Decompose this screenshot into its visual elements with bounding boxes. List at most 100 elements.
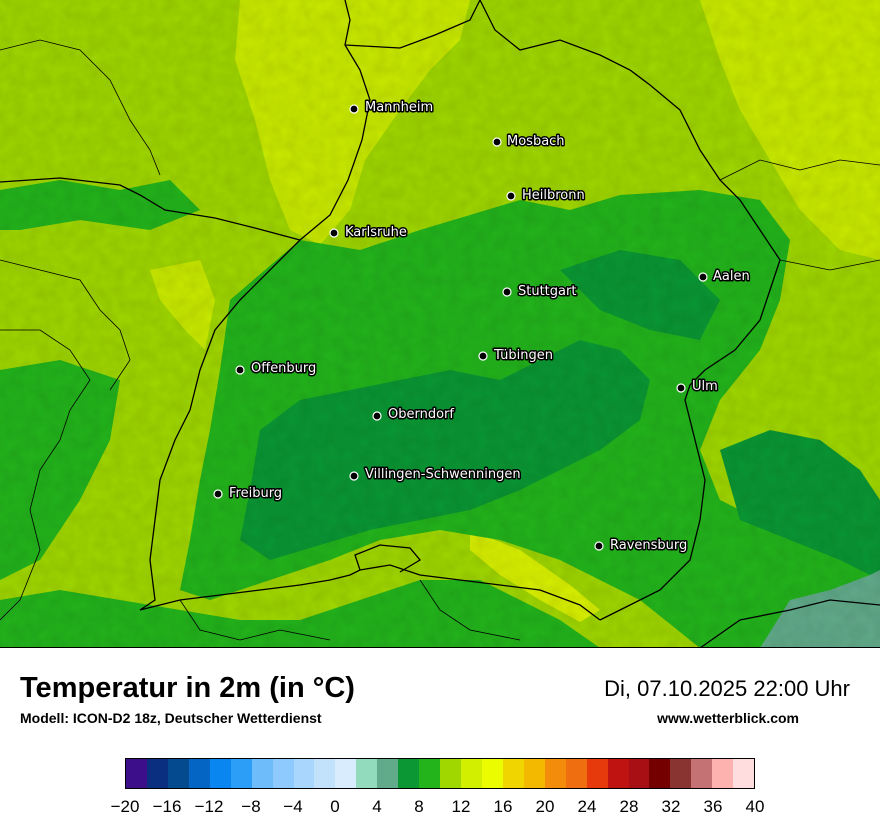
legend-tick-label: 20	[535, 797, 555, 816]
legend-swatch	[419, 759, 441, 788]
city-label: Heilbronn	[522, 188, 585, 203]
website-link[interactable]: www.wetterblick.com	[657, 710, 799, 726]
border-swiss-inner-2	[419, 579, 521, 641]
border-north	[0, 0, 371, 241]
legend-swatch	[126, 759, 147, 788]
city-freiburg[interactable]: Freiburg	[213, 485, 284, 503]
legend-swatch	[398, 759, 420, 788]
legend-tick-label: 0	[330, 797, 340, 816]
legend-swatch	[209, 759, 231, 788]
city-label: Stuttgart	[518, 284, 576, 299]
city-oberndorf[interactable]: Oberndorf	[372, 406, 456, 424]
legend-swatch	[146, 759, 168, 788]
border-bavaria-inner-2	[779, 259, 880, 271]
legend-swatch	[356, 759, 378, 788]
city-heilbronn[interactable]: Heilbronn	[506, 187, 586, 205]
city-marker	[329, 228, 339, 238]
map-title: Temperatur in 2m (in °C)	[20, 672, 355, 704]
legend-swatch	[377, 759, 399, 788]
city-stuttgart[interactable]: Stuttgart	[502, 283, 578, 301]
legend-tick-label: 4	[372, 797, 382, 816]
legend-swatch	[586, 759, 608, 788]
legend-swatch	[523, 759, 545, 788]
legend-swatch	[314, 759, 336, 788]
city-label: Oberndorf	[388, 407, 454, 422]
city-label: Aalen	[713, 269, 750, 284]
legend-swatch	[607, 759, 629, 788]
city-label: Offenburg	[251, 361, 316, 376]
city-marker	[594, 541, 604, 551]
legend-tick-label: −16	[152, 797, 182, 816]
legend-tick-label: 8	[414, 797, 424, 816]
border-austria	[699, 599, 880, 648]
legend-swatch	[649, 759, 671, 788]
city-offenburg[interactable]: Offenburg	[235, 360, 318, 378]
legend-color-bar	[125, 758, 755, 789]
legend-tick-label: −8	[241, 797, 261, 816]
texture-overlay	[0, 0, 880, 648]
temperature-map: Mannheim Mosbach Heilbronn Karlsruhe Aal…	[0, 0, 880, 648]
legend-tick-label: 24	[577, 797, 597, 816]
legend-tick-label: 12	[451, 797, 471, 816]
city-label: Tübingen	[493, 348, 553, 363]
city-label: Freiburg	[229, 486, 282, 501]
border-palatinate	[0, 39, 161, 176]
legend-tick-label: −12	[194, 797, 224, 816]
city-aalen[interactable]: Aalen	[698, 268, 751, 286]
city-mosbach[interactable]: Mosbach	[492, 133, 566, 151]
state-borders	[0, 0, 880, 648]
city-label: Ulm	[692, 379, 718, 394]
city-mannheim[interactable]: Mannheim	[349, 99, 435, 117]
city-label: Karlsruhe	[345, 225, 407, 240]
legend-tick-label: 32	[661, 797, 681, 816]
border-bavaria	[479, 0, 781, 621]
city-marker	[235, 365, 245, 375]
city-label: Villingen-Schwenningen	[365, 467, 521, 482]
border-vosges-1	[0, 329, 91, 621]
legend-swatch	[670, 759, 692, 788]
legend-swatch	[440, 759, 461, 788]
border-vosges-2	[0, 259, 131, 391]
city-villingen-schwenningen[interactable]: Villingen-Schwenningen	[349, 466, 522, 484]
city-marker	[502, 287, 512, 297]
legend-swatch	[733, 759, 755, 788]
legend-swatch	[712, 759, 734, 788]
city-ravensburg[interactable]: Ravensburg	[594, 537, 689, 555]
legend-swatch	[461, 759, 482, 788]
city-marker	[372, 411, 382, 421]
legend-tick-label: −4	[283, 797, 303, 816]
color-legend: −20 −16 −12 −8 −4 0 4 8 12 16 20 24 28 32 36 40	[111, 758, 764, 816]
legend-swatch	[481, 759, 503, 788]
city-marker	[698, 272, 708, 282]
border-bavaria-inner-1	[719, 159, 880, 181]
legend-swatch	[272, 759, 294, 788]
border-swiss-inner-1	[179, 599, 331, 641]
city-marker	[349, 104, 359, 114]
legend-tick-label: 36	[703, 797, 723, 816]
city-tuebingen[interactable]: Tübingen	[478, 347, 555, 365]
legend-tick-label: 28	[619, 797, 639, 816]
foreign-borders	[0, 39, 880, 641]
legend-tick-label: 16	[493, 797, 513, 816]
legend-swatch	[230, 759, 252, 788]
city-label: Mosbach	[507, 134, 565, 149]
city-ulm[interactable]: Ulm	[676, 378, 719, 396]
legend-swatch	[251, 759, 273, 788]
city-label: Ravensburg	[610, 538, 687, 553]
city-marker	[676, 383, 686, 393]
legend-swatch	[502, 759, 524, 788]
legend-swatch	[188, 759, 210, 788]
city-marker	[492, 137, 502, 147]
city-karlsruhe[interactable]: Karlsruhe	[329, 224, 408, 242]
legend-tick-label: 40	[745, 797, 765, 816]
city-marker	[213, 489, 223, 499]
border-rhine-france	[139, 239, 301, 611]
legend-swatch	[167, 759, 189, 788]
model-source: Modell: ICON-D2 18z, Deutscher Wetterdie…	[20, 710, 322, 726]
legend-tick-label: −20	[110, 797, 140, 816]
map-footer: Temperatur in 2m (in °C) Modell: ICON-D2…	[0, 648, 880, 830]
map-canvas: Mannheim Mosbach Heilbronn Karlsruhe Aal…	[0, 0, 880, 648]
legend-swatch	[293, 759, 315, 788]
border-lake	[354, 544, 421, 573]
legend-swatch	[691, 759, 713, 788]
